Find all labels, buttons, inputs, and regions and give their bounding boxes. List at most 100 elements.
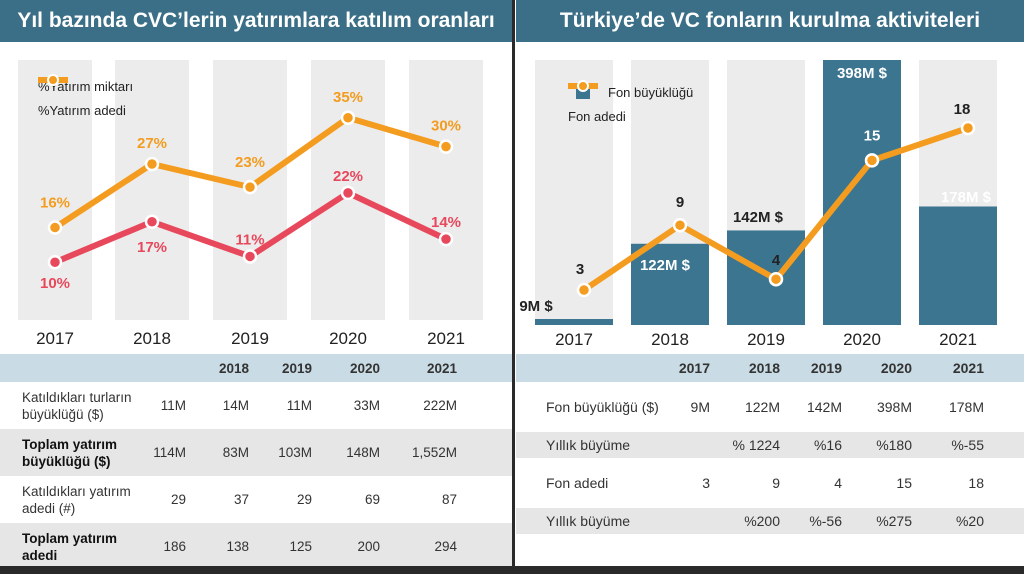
- row-label: Yıllık büyüme: [516, 432, 666, 458]
- table-row: Katıldıkları turların büyüklüğü ($) 11M 14…: [0, 382, 512, 429]
- legend-label: %Yatırım adedi: [38, 102, 126, 118]
- x-tick-label: 2021: [427, 329, 465, 348]
- data-label: 30%: [431, 118, 461, 135]
- data-point: [438, 231, 454, 247]
- bar: [631, 243, 709, 325]
- left-legend: %Yatırım miktarı %Yatırım adedi: [38, 74, 133, 122]
- x-tick-label: 2020: [843, 330, 881, 349]
- table-cell: 114M: [140, 429, 190, 476]
- table-cell: 294: [384, 523, 461, 570]
- column-band: [18, 60, 92, 320]
- table-cell: 9M: [690, 399, 710, 415]
- table-cell: 122M: [744, 399, 780, 415]
- data-label: 27%: [137, 135, 167, 152]
- table-header: 2020: [316, 354, 384, 382]
- legend-item-yatirim-adedi: %Yatırım adedi: [38, 74, 133, 122]
- panel-divider: [512, 0, 515, 566]
- table-row: Fon adedi 3 9 4 15 18: [516, 470, 1024, 496]
- right-chart-area: 2017 2018 2019 2020 2021 9M $ 122M $ 142M $ 398M…: [516, 42, 1024, 354]
- line-value-label: 3: [576, 261, 584, 278]
- table-cell: 83M: [190, 429, 253, 476]
- table-cell: %200: [714, 508, 784, 534]
- bar-value-label: 398M $: [837, 65, 888, 82]
- legend-label: Fon büyüklüğü: [608, 84, 694, 100]
- orange-line-marker-icon: [38, 74, 68, 86]
- data-point: [242, 179, 258, 195]
- line-value-label: 9: [676, 194, 684, 211]
- bar: [823, 60, 901, 325]
- table-row: Yıllık büyüme %200 %-56 %275 %20: [516, 508, 1024, 534]
- table-header: 2018: [714, 354, 784, 382]
- left-data-table: 2018 2019 2020 2021 Katıldıkları turları…: [0, 354, 512, 570]
- table-cell: 178M: [948, 399, 984, 415]
- row-label: Toplam yatırım büyüklüğü ($): [0, 429, 140, 476]
- row-label: Katıldıkları turların büyüklüğü ($): [22, 389, 132, 422]
- data-label: 23%: [235, 154, 265, 171]
- right-chart-title: Türkiye’de VC fonların kurulma aktivitel…: [516, 0, 1024, 42]
- table-cell: 148M: [316, 429, 384, 476]
- table-cell: %16: [784, 432, 846, 458]
- table-header: 2021: [916, 354, 988, 382]
- right-data-table: 2017 2018 2019 2020 2021 Fon büyüklüğü (…: [516, 354, 1024, 534]
- x-tick-label: 2021: [939, 330, 977, 349]
- table-cell: 29: [296, 492, 312, 507]
- data-label: 10%: [40, 275, 70, 292]
- x-tick-label: 2020: [329, 329, 367, 348]
- data-point: [672, 217, 688, 233]
- table-header: 2019: [253, 354, 316, 382]
- data-label: 11%: [235, 231, 264, 248]
- data-point: [47, 254, 63, 270]
- table-cell: 398M: [876, 399, 912, 415]
- table-cell: 3: [702, 475, 710, 491]
- x-tick-label: 2019: [231, 329, 269, 348]
- table-cell: [666, 432, 714, 458]
- table-cell: 18: [968, 475, 984, 491]
- line-value-label: 15: [864, 127, 881, 144]
- x-tick-label: 2018: [133, 329, 171, 348]
- table-cell: 138: [190, 523, 253, 570]
- data-label: 35%: [333, 89, 363, 106]
- bar: [727, 230, 805, 325]
- line-value-label: 4: [772, 252, 781, 269]
- table-cell: 1,552M: [384, 429, 461, 476]
- column-band: [115, 60, 189, 320]
- right-legend: Fon büyüklüğü Fon adedi: [568, 80, 693, 128]
- bar: [535, 319, 613, 325]
- table-row: Katıldıkları yatırım adedi (#) 29 37 29 69 87: [0, 476, 512, 523]
- data-point: [47, 220, 63, 235]
- table-cell: %-55: [916, 432, 988, 458]
- x-tick-label: 2017: [555, 330, 593, 349]
- table-row: Yıllık büyüme % 1224 %16 %180 %-55: [516, 432, 1024, 458]
- table-header-row: 2018 2019 2020 2021: [0, 354, 512, 382]
- table-header-row: 2017 2018 2019 2020 2021: [516, 354, 1024, 382]
- bar-value-label: 122M $: [640, 257, 691, 274]
- data-point: [438, 139, 454, 154]
- table-cell: 142M: [806, 399, 842, 415]
- row-label: Yıllık büyüme: [516, 508, 666, 534]
- row-label: Fon adedi: [546, 474, 609, 491]
- right-combo-chart: 2017 2018 2019 2020 2021 9M $ 122M $ 142M $ 398M…: [519, 60, 997, 349]
- table-cell: 125: [253, 523, 316, 570]
- orange-line-marker-icon: [568, 80, 598, 92]
- legend-label: Fon adedi: [568, 108, 626, 124]
- data-point: [960, 120, 976, 136]
- data-point: [144, 214, 160, 230]
- table-cell: %-56: [784, 508, 846, 534]
- bar: [919, 206, 997, 325]
- table-cell: 11M: [160, 398, 186, 413]
- x-tick-label: 2019: [747, 330, 785, 349]
- data-point: [242, 249, 258, 264]
- data-label: 16%: [40, 195, 70, 212]
- table-cell: %275: [846, 508, 916, 534]
- table-header: 2021: [384, 354, 461, 382]
- left-chart-area: 2017 2018 2019 2020 2021 10% 17% 11% 22% 14% 16% 27…: [0, 42, 512, 354]
- bar-value-label: 178M $: [941, 189, 992, 206]
- table-header: 2020: [846, 354, 916, 382]
- data-point: [768, 271, 784, 287]
- left-panel: Yıl bazında CVC’lerin yatırımlara katılı…: [0, 0, 512, 570]
- data-point: [576, 282, 592, 298]
- table-cell: 87: [441, 492, 457, 507]
- data-point: [340, 110, 356, 126]
- legend-item-fon-adedi: Fon adedi: [568, 80, 693, 128]
- x-tick-label: 2017: [36, 329, 74, 348]
